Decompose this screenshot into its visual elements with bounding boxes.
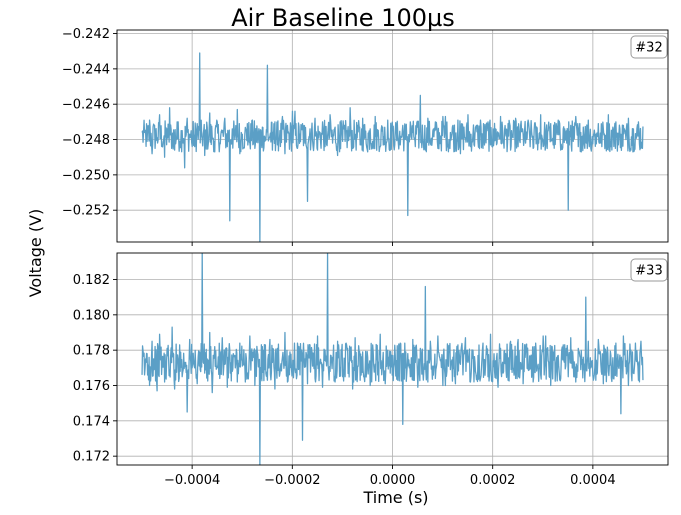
x-tick-label: 0.0004 xyxy=(570,473,616,488)
y-tick-label: −0.250 xyxy=(62,168,110,183)
y-tick-label: 0.174 xyxy=(73,414,110,429)
panel-badge: #33 xyxy=(635,264,662,279)
y-tick-label: −0.242 xyxy=(62,27,110,42)
y-tick-label: −0.246 xyxy=(62,98,110,113)
chart-title: Air Baseline 100µs xyxy=(231,4,455,32)
plot-frame xyxy=(116,29,669,243)
panel-badge: #32 xyxy=(635,41,662,56)
x-tick-label: 0.0002 xyxy=(470,473,516,488)
x-axis-label: Time (s) xyxy=(362,488,428,507)
y-tick-label: 0.180 xyxy=(73,308,110,323)
y-tick-label: −0.248 xyxy=(62,133,110,148)
plot-frame xyxy=(116,252,669,466)
y-tick-label: 0.182 xyxy=(73,273,110,288)
panels-layer: −0.252 −0.250 −0.248 −0.246 −0.244 −0.242 #32 0… xyxy=(62,27,669,488)
x-tick-label: −0.0004 xyxy=(164,473,220,488)
series-line-2 xyxy=(141,253,644,465)
y-axis-label: Voltage (V) xyxy=(26,209,45,298)
panel-badge-box xyxy=(630,35,668,59)
y-tick-label: 0.178 xyxy=(73,344,110,359)
x-tick-label: 0.0000 xyxy=(370,473,416,488)
panel-2: 0.172 0.174 0.176 0.178 0.180 0.182 −0.0004 −0.… xyxy=(73,252,669,488)
y-tick-label: −0.244 xyxy=(62,62,110,77)
y-tick-label: 0.172 xyxy=(73,450,110,465)
y-tick-label: 0.176 xyxy=(73,379,110,394)
y-tick-label: −0.252 xyxy=(62,204,110,219)
series-line-1 xyxy=(141,52,644,242)
panel-badge-box xyxy=(630,258,668,282)
panel-1: −0.252 −0.250 −0.248 −0.246 −0.244 −0.242 #32 xyxy=(62,27,669,246)
x-tick-label: −0.0002 xyxy=(264,473,320,488)
